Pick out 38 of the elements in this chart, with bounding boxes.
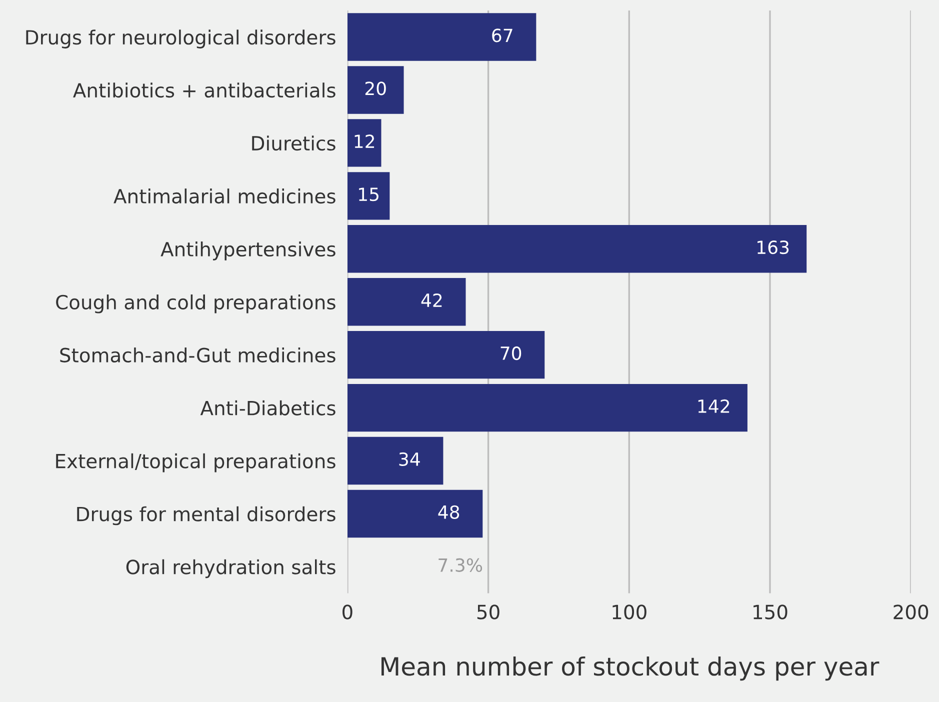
annotation: 7.3% bbox=[438, 558, 482, 572]
bar bbox=[347, 436, 444, 485]
bar bbox=[347, 172, 390, 220]
y-tick-label: Antimalarial medicines bbox=[114, 188, 336, 204]
y-tick-label: Antihypertensives bbox=[160, 242, 336, 260]
data-label: 163 bbox=[758, 240, 789, 254]
y-tick-label: External/topical preparations bbox=[56, 453, 336, 472]
bar bbox=[347, 13, 536, 61]
data-label: 70 bbox=[500, 346, 522, 360]
x-tick-label: 0 bbox=[342, 604, 352, 620]
data-label: 142 bbox=[698, 399, 730, 413]
x-tick-label: 100 bbox=[612, 604, 646, 620]
data-label: 48 bbox=[438, 505, 460, 519]
bar bbox=[347, 384, 748, 432]
data-label: 15 bbox=[359, 188, 378, 202]
y-tick-label: Oral rehydration salts bbox=[126, 559, 336, 578]
x-tick-label: 150 bbox=[754, 604, 788, 620]
x-axis-title: Mean number of stockout days per year bbox=[382, 656, 880, 681]
y-tick-label: Diuretics bbox=[252, 136, 336, 151]
x-tick-label: 50 bbox=[477, 604, 500, 620]
y-tick-label: Drugs for neurological disorders bbox=[26, 30, 336, 48]
data-label: 20 bbox=[365, 82, 386, 96]
y-tick-label: Anti-Diabetics bbox=[200, 400, 336, 416]
y-tick-label: Cough and cold preparations bbox=[56, 294, 336, 314]
bar bbox=[347, 490, 483, 538]
x-tick-label: 200 bbox=[894, 604, 928, 620]
bar bbox=[347, 119, 382, 167]
data-label: 12 bbox=[354, 134, 374, 148]
data-label: 34 bbox=[399, 452, 420, 466]
y-tick-label: Drugs for mental disorders bbox=[77, 506, 336, 526]
bar bbox=[347, 225, 807, 273]
data-label: 42 bbox=[421, 293, 442, 307]
bar bbox=[347, 66, 404, 114]
bar bbox=[347, 278, 466, 326]
y-tick-label: Stomach-and-Gut medicines bbox=[60, 347, 336, 362]
data-label: 67 bbox=[492, 28, 512, 42]
y-tick-label: Antibiotics + antibacterials bbox=[73, 82, 336, 98]
bar bbox=[347, 330, 545, 379]
